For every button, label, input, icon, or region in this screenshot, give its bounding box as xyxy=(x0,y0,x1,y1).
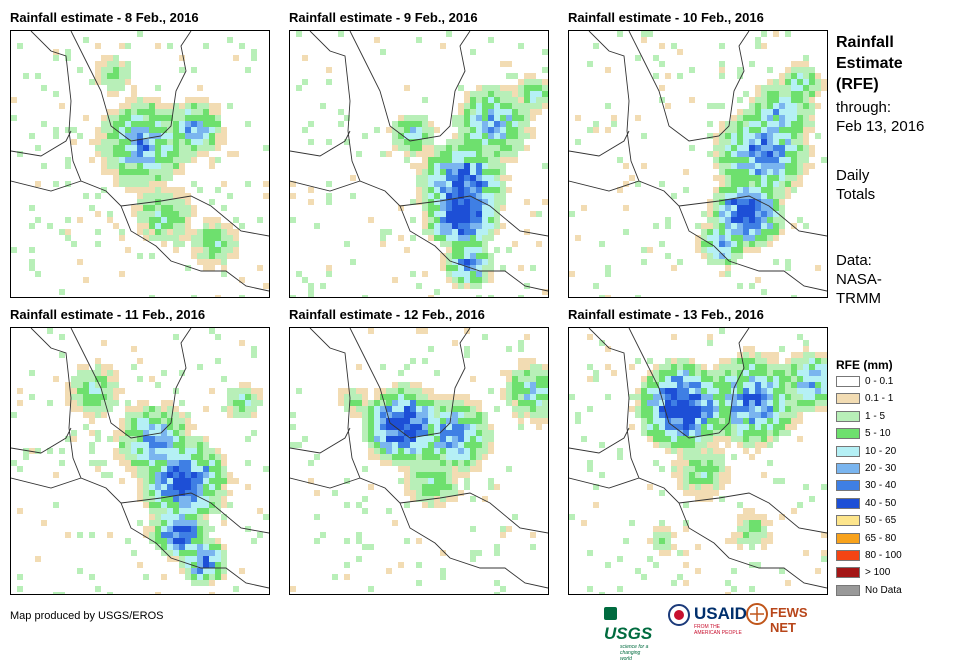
legend-swatch xyxy=(836,584,860,596)
usgs-tagline: science for a changing world xyxy=(620,644,649,662)
map-credit: Map produced by USGS/EROS xyxy=(10,610,164,622)
legend-label: 5 - 10 xyxy=(865,428,891,440)
totals-line: Daily xyxy=(836,167,870,184)
product-title-line: Estimate xyxy=(836,55,903,72)
legend-label: No Data xyxy=(865,584,902,596)
panel-title-feb-8: Rainfall estimate - 8 Feb., 2016 xyxy=(10,10,199,25)
usgs-logo-text: USGS xyxy=(604,624,653,643)
coastline xyxy=(569,328,827,589)
rainfall-grid xyxy=(290,328,548,594)
coastline xyxy=(11,31,269,292)
panel-title-feb-10: Rainfall estimate - 10 Feb., 2016 xyxy=(568,10,764,25)
usaid-tagline: FROM THE AMERICAN PEOPLE xyxy=(694,624,742,636)
legend-label: 65 - 80 xyxy=(865,532,897,544)
legend-swatch xyxy=(836,567,860,579)
fews-globe-icon xyxy=(746,603,768,630)
coastline xyxy=(290,31,548,292)
legend-label: 1 - 5 xyxy=(865,410,886,422)
product-title-line: Rainfall xyxy=(836,34,894,51)
panel-title-feb-9: Rainfall estimate - 9 Feb., 2016 xyxy=(289,10,478,25)
legend-label: > 100 xyxy=(865,567,891,579)
legend-swatch xyxy=(836,428,860,440)
legend-label: 20 - 30 xyxy=(865,463,897,474)
rainfall-grid xyxy=(11,328,269,594)
usaid-logo: USAID FROM THE AMERICAN PEOPLE xyxy=(694,604,747,636)
data-source-line: NASA- xyxy=(836,271,882,288)
legend-swatch xyxy=(836,532,860,544)
legend-label: 30 - 40 xyxy=(865,480,897,492)
legend-label: 40 - 50 xyxy=(865,497,897,509)
coastline xyxy=(11,328,269,589)
legend-swatch xyxy=(836,463,860,474)
rainfall-grid xyxy=(11,31,269,297)
through-label: through: xyxy=(836,99,892,116)
fews-net-logo: FEWS NET xyxy=(770,605,808,635)
rainfall-grid xyxy=(290,31,548,297)
usgs-logo: USGS science for a changing world xyxy=(604,604,652,662)
legend-title: RFE (mm) xyxy=(836,358,893,372)
legend-label: 0.1 - 1 xyxy=(865,393,894,405)
coastline xyxy=(569,31,827,292)
legend-swatch xyxy=(836,480,860,492)
legend-swatch xyxy=(836,393,860,405)
rainfall-map-feb-10 xyxy=(568,30,828,298)
through-date: through: Feb 13, 2016 xyxy=(836,98,924,136)
rainfall-grid xyxy=(569,31,827,297)
legend-label: 10 - 20 xyxy=(865,445,897,457)
legend-label: 0 - 0.1 xyxy=(865,376,894,387)
usgs-icon xyxy=(604,607,617,620)
usaid-logo-text: USAID xyxy=(694,604,747,623)
data-source: Data: NASA- TRMM xyxy=(836,251,882,308)
legend-swatch xyxy=(836,376,860,387)
product-title: Rainfall Estimate (RFE) xyxy=(836,32,903,95)
data-source-line: TRMM xyxy=(836,290,881,307)
totals-type: Daily Totals xyxy=(836,166,875,204)
legend-swatch xyxy=(836,515,860,527)
legend-swatch xyxy=(836,497,860,509)
product-title-line: (RFE) xyxy=(836,76,879,93)
through-value: Feb 13, 2016 xyxy=(836,118,925,135)
rainfall-grid xyxy=(569,328,827,594)
legend-swatch xyxy=(836,550,860,561)
rainfall-map-feb-12 xyxy=(289,327,549,595)
legend-label: 50 - 65 xyxy=(865,515,897,527)
panel-title-feb-11: Rainfall estimate - 11 Feb., 2016 xyxy=(10,307,206,322)
rainfall-map-feb-9 xyxy=(289,30,549,298)
panel-title-feb-12: Rainfall estimate - 12 Feb., 2016 xyxy=(289,307,485,322)
legend-swatch xyxy=(836,445,860,457)
rainfall-map-feb-8 xyxy=(10,30,270,298)
legend-swatch xyxy=(836,410,860,422)
rainfall-map-feb-11 xyxy=(10,327,270,595)
rainfall-map-feb-13 xyxy=(568,327,828,595)
legend-label: 80 - 100 xyxy=(865,550,902,561)
panel-title-feb-13: Rainfall estimate - 13 Feb., 2016 xyxy=(568,307,764,322)
coastline xyxy=(290,328,548,589)
data-source-line: Data: xyxy=(836,252,872,269)
totals-line: Totals xyxy=(836,186,876,203)
usaid-seal-icon xyxy=(668,604,690,631)
